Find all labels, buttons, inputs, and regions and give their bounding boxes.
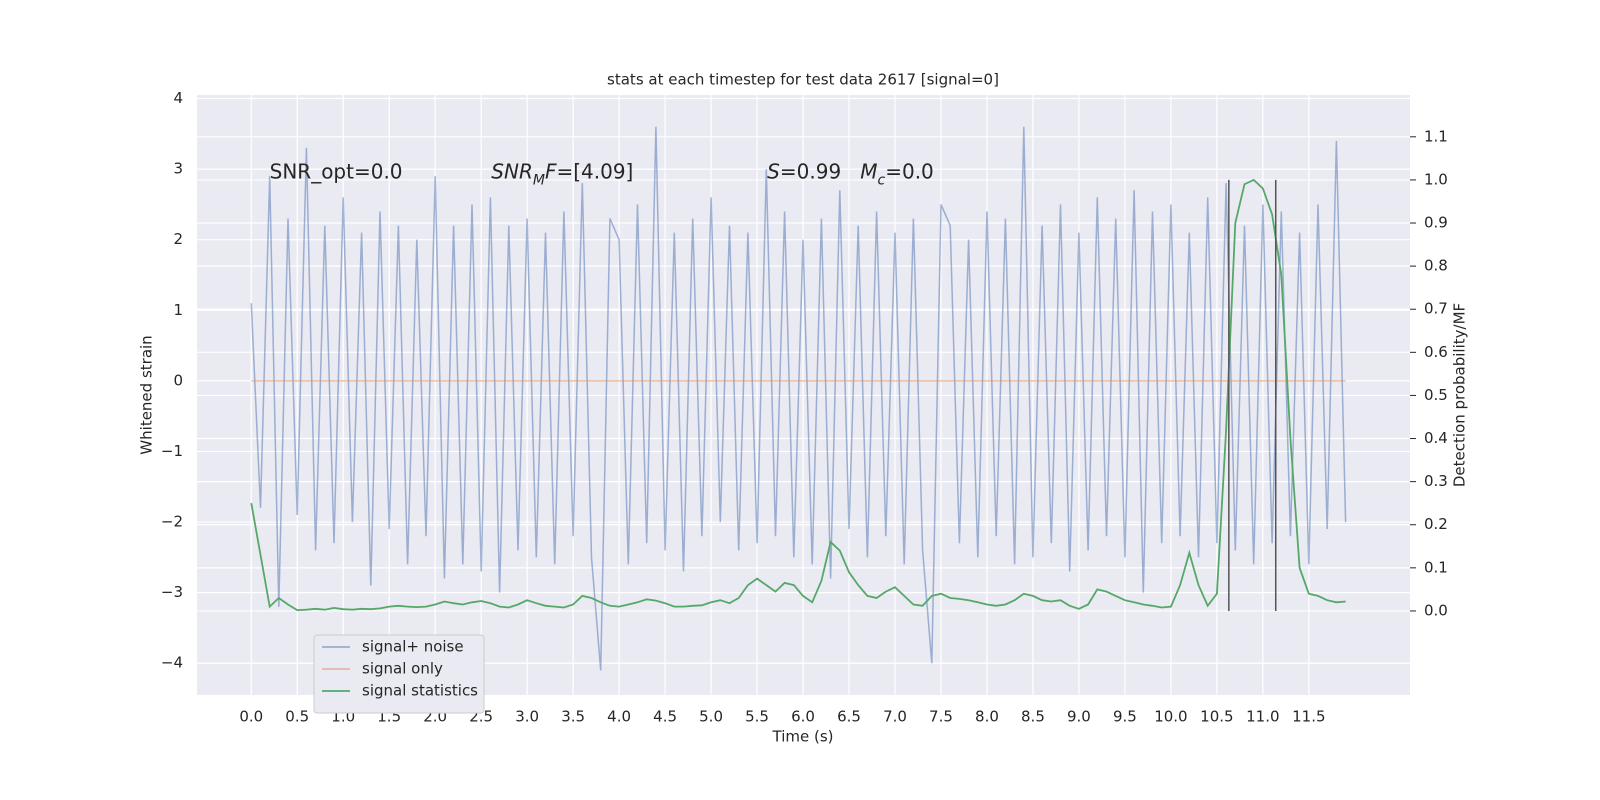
- y-tick-label: 3: [173, 160, 183, 178]
- y-tick-label: 4: [173, 89, 183, 107]
- x-tick-label: 7.5: [929, 708, 953, 726]
- y-tick-label: −1: [161, 442, 183, 460]
- annotation: SNRMF=[4.09]: [491, 159, 633, 189]
- y2-tick-label: 0.8: [1424, 257, 1448, 275]
- x-tick-label: 10.0: [1154, 708, 1187, 726]
- y2-tick-label: 1.1: [1424, 127, 1448, 145]
- x-tick-label: 9.0: [1067, 708, 1091, 726]
- x-tick-label: 9.5: [1113, 708, 1137, 726]
- y2-tick-label: 0.4: [1424, 429, 1448, 447]
- y2-tick-label: 0.2: [1424, 515, 1448, 533]
- x-tick-label: 3.0: [515, 708, 539, 726]
- annotation-part: =0.0: [885, 159, 934, 183]
- y2-axis-label: Detection probability/MF: [1451, 303, 1469, 487]
- annotation: SNR_opt=0.0: [270, 159, 403, 183]
- y-axis-label: Whitened strain: [138, 335, 156, 454]
- x-tick-label: 4.0: [607, 708, 631, 726]
- y-tick-label: −2: [161, 513, 183, 531]
- legend-label: signal+ noise: [362, 638, 464, 656]
- x-tick-label: 11.0: [1246, 708, 1279, 726]
- annotation-part: c: [878, 173, 886, 189]
- annotation-part: =0.99: [780, 159, 860, 183]
- y2-tick-label: 0.1: [1424, 558, 1448, 576]
- annotation-part: SNR: [491, 159, 533, 183]
- y-tick-label: 0: [173, 371, 183, 389]
- annotation-part: S: [767, 159, 780, 183]
- y2-tick-label: 0.6: [1424, 343, 1448, 361]
- y-tick-label: −3: [161, 583, 183, 601]
- x-tick-label: 4.5: [653, 708, 677, 726]
- y2-tick-label: 0.9: [1424, 214, 1448, 232]
- x-tick-label: 0.0: [239, 708, 263, 726]
- annotation-part: M: [860, 159, 877, 183]
- series-line: [250, 126, 1347, 671]
- x-tick-label: 11.5: [1292, 708, 1325, 726]
- x-tick-label: 6.0: [791, 708, 815, 726]
- legend-label: signal statistics: [362, 682, 478, 700]
- y-tick-label: −4: [161, 654, 183, 672]
- y2-tick-label: 0.3: [1424, 472, 1448, 490]
- y2-tick-label: 0.5: [1424, 386, 1448, 404]
- y-tick-label: 2: [173, 230, 183, 248]
- x-tick-label: 5.5: [745, 708, 769, 726]
- annotation-part: M: [533, 173, 545, 189]
- annotation-part: SNR_opt=0.0: [270, 159, 403, 183]
- series-line: [250, 178, 1346, 612]
- y2-tick-label: 1.0: [1424, 170, 1448, 188]
- x-tick-label: 5.0: [699, 708, 723, 726]
- legend-label: signal only: [362, 660, 443, 678]
- y2-tick-label: 0.7: [1424, 300, 1448, 318]
- annotation-part: F: [545, 159, 557, 183]
- x-tick-label: 8.5: [1021, 708, 1045, 726]
- y-tick-label: 1: [173, 301, 183, 319]
- annotation: S=0.99 Mc=0.0: [767, 159, 934, 189]
- x-tick-label: 7.0: [883, 708, 907, 726]
- chart-title: stats at each timestep for test data 261…: [607, 71, 999, 89]
- legend-box: [313, 634, 485, 714]
- x-tick-label: 8.0: [975, 708, 999, 726]
- x-tick-label: 3.5: [561, 708, 585, 726]
- x-tick-label: 6.5: [837, 708, 861, 726]
- y2-tick-label: 0.0: [1424, 601, 1448, 619]
- annotation-part: =[4.09]: [556, 159, 633, 183]
- x-tick-label: 0.5: [285, 708, 309, 726]
- x-tick-label: 10.5: [1200, 708, 1233, 726]
- x-axis-label: Time (s): [772, 728, 834, 746]
